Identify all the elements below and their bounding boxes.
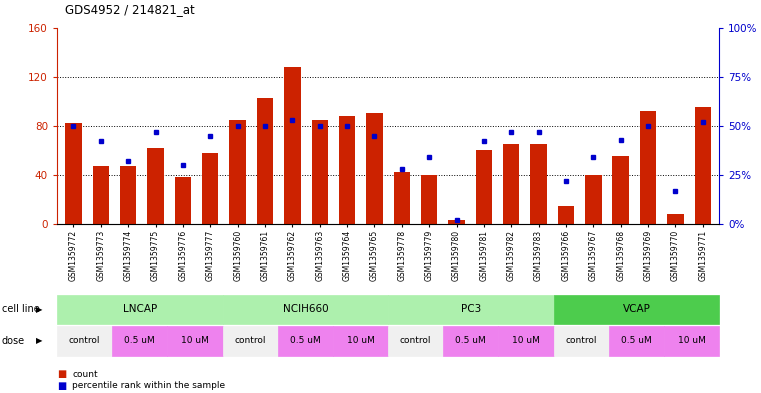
Bar: [284, 67, 301, 224]
Text: count: count: [72, 370, 98, 378]
Text: control: control: [234, 336, 266, 345]
Bar: [558, 206, 574, 224]
Text: ▶: ▶: [37, 336, 43, 345]
Bar: [393, 173, 410, 224]
Text: control: control: [400, 336, 431, 345]
Text: control: control: [565, 336, 597, 345]
Text: 10 uM: 10 uM: [512, 336, 540, 345]
Bar: [256, 97, 273, 224]
Bar: [148, 148, 164, 224]
Bar: [339, 116, 355, 224]
Text: ▶: ▶: [37, 305, 43, 314]
Bar: [613, 156, 629, 224]
Text: ■: ■: [57, 369, 66, 379]
Text: percentile rank within the sample: percentile rank within the sample: [72, 382, 225, 390]
Bar: [640, 111, 656, 224]
Text: 10 uM: 10 uM: [677, 336, 705, 345]
Bar: [366, 114, 383, 224]
Text: cell line: cell line: [2, 305, 40, 314]
Text: dose: dose: [2, 336, 24, 346]
Text: 0.5 uM: 0.5 uM: [125, 336, 155, 345]
Text: 0.5 uM: 0.5 uM: [290, 336, 320, 345]
Text: LNCAP: LNCAP: [123, 305, 157, 314]
Text: VCAP: VCAP: [622, 305, 651, 314]
Text: 10 uM: 10 uM: [346, 336, 374, 345]
Bar: [229, 119, 246, 224]
Bar: [202, 153, 218, 224]
Bar: [175, 177, 191, 224]
Bar: [476, 150, 492, 224]
Text: NCIH660: NCIH660: [282, 305, 328, 314]
Bar: [667, 214, 683, 224]
Text: 10 uM: 10 uM: [181, 336, 209, 345]
Text: 0.5 uM: 0.5 uM: [621, 336, 651, 345]
Text: ■: ■: [57, 381, 66, 391]
Bar: [120, 166, 136, 224]
Text: control: control: [69, 336, 100, 345]
Bar: [530, 144, 547, 224]
Bar: [311, 119, 328, 224]
Bar: [93, 166, 109, 224]
Text: 0.5 uM: 0.5 uM: [456, 336, 486, 345]
Bar: [65, 123, 81, 224]
Text: GDS4952 / 214821_at: GDS4952 / 214821_at: [65, 3, 194, 16]
Bar: [695, 107, 711, 224]
Bar: [421, 175, 438, 224]
Bar: [503, 144, 520, 224]
Text: PC3: PC3: [460, 305, 481, 314]
Bar: [585, 175, 601, 224]
Bar: [448, 220, 465, 224]
